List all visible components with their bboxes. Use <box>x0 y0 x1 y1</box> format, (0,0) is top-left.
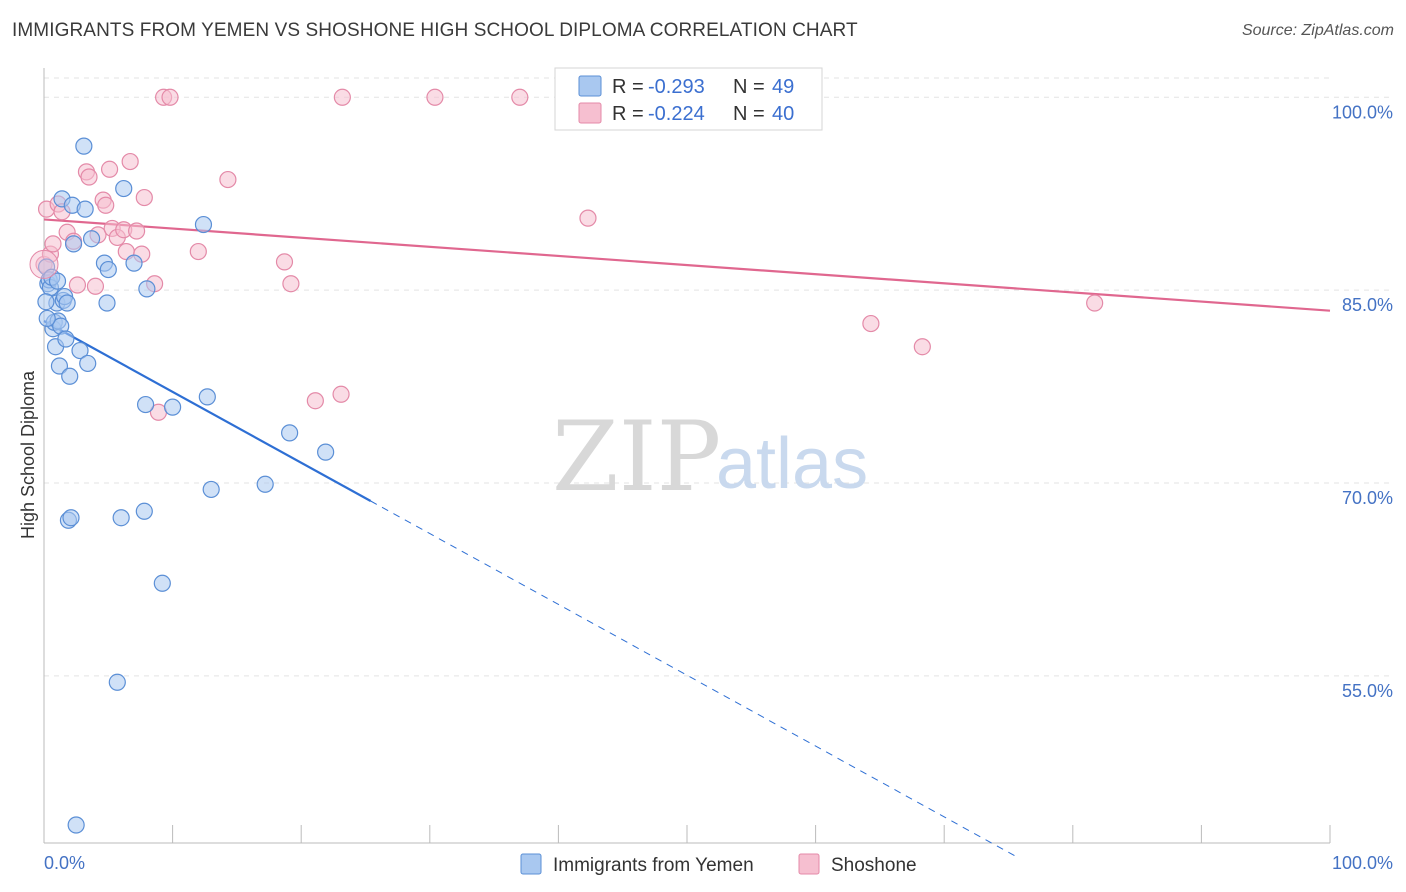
x-tick-labels: 0.0% 100.0% <box>44 853 1393 873</box>
legend-n-value-yemen: 49 <box>772 76 794 98</box>
bottom-legend-label-yemen: Immigrants from Yemen <box>553 855 754 876</box>
point-yemen-30 <box>99 260 117 279</box>
point-shoshone-40 <box>1086 294 1104 312</box>
point-shoshone-35 <box>426 88 444 106</box>
point-shoshone-30 <box>275 253 294 271</box>
y-tick-label-2: 85.0% <box>1342 295 1393 315</box>
point-yemen-16 <box>58 294 76 312</box>
trend-line-shoshone <box>43 218 1331 312</box>
point-yemen-32 <box>112 509 130 527</box>
point-yemen-15 <box>57 330 75 348</box>
point-yemen-19 <box>62 509 80 527</box>
point-yemen-37 <box>138 280 156 298</box>
point-shoshone-34 <box>333 88 351 106</box>
trend-line-yemen <box>43 320 372 502</box>
x-tick-label-0: 0.0% <box>44 853 85 873</box>
x-tick-label-1: 100.0% <box>1332 853 1393 873</box>
point-yemen-18 <box>61 367 79 385</box>
point-yemen-47 <box>38 309 56 328</box>
point-yemen-40 <box>194 215 213 234</box>
point-shoshone-27 <box>161 88 179 106</box>
point-yemen-29 <box>98 294 116 312</box>
legend-r-label-shoshone: R = <box>612 103 644 125</box>
point-yemen-38 <box>153 574 171 592</box>
y-tick-labels: 55.0% 70.0% 85.0% 100.0% <box>1332 102 1393 701</box>
bottom-legend-swatch-yemen <box>520 853 542 875</box>
point-yemen-34 <box>125 254 143 272</box>
point-shoshone-33 <box>332 385 350 403</box>
point-yemen-24 <box>75 137 93 155</box>
legend-r-label-yemen: R = <box>612 76 644 98</box>
point-yemen-10 <box>50 357 69 375</box>
point-shoshone-14 <box>97 196 115 214</box>
point-yemen-46 <box>37 293 55 311</box>
chart-title: IMMIGRANTS FROM YEMEN VS SHOSHONE HIGH S… <box>12 20 858 41</box>
point-shoshone-10 <box>80 168 98 186</box>
point-shoshone-28 <box>189 242 207 261</box>
series-legend: Immigrants from Yemen Shoshone <box>520 853 917 876</box>
bottom-legend-swatch-shoshone <box>798 853 820 875</box>
point-yemen-21 <box>64 235 83 253</box>
point-yemen-41 <box>198 388 216 406</box>
point-yemen-33 <box>115 179 133 198</box>
point-yemen-42 <box>202 480 220 499</box>
point-shoshone-36 <box>511 88 529 106</box>
point-shoshone-3 <box>44 235 62 253</box>
point-yemen-36 <box>136 395 155 414</box>
source-label: Source: ZipAtlas.com <box>1241 22 1394 39</box>
point-yemen-27 <box>82 230 101 248</box>
point-yemen-23 <box>71 341 89 360</box>
watermark-atlas: atlas <box>716 424 868 504</box>
axes <box>43 68 1331 844</box>
point-shoshone-39 <box>913 338 931 356</box>
point-yemen-45 <box>317 443 335 461</box>
point-shoshone-20 <box>121 152 139 171</box>
point-yemen-44 <box>281 424 299 442</box>
y-tick-label-0: 55.0% <box>1342 681 1393 701</box>
watermark: ZIP atlas <box>552 401 868 513</box>
point-yemen-43 <box>256 475 274 493</box>
bottom-legend-label-shoshone: Shoshone <box>831 855 917 876</box>
legend-r-value-shoshone: -0.224 <box>648 103 705 125</box>
legend-swatch-shoshone <box>578 102 602 124</box>
point-shoshone-cluster <box>29 249 59 279</box>
legend-n-value-shoshone: 40 <box>772 103 794 125</box>
point-yemen-35 <box>135 502 153 520</box>
point-shoshone-11 <box>86 277 105 295</box>
point-shoshone-38 <box>862 314 880 333</box>
legend-swatch-yemen <box>578 75 602 97</box>
y-tick-label-3: 100.0% <box>1332 102 1393 122</box>
y-tick-label-1: 70.0% <box>1342 488 1393 508</box>
point-shoshone-32 <box>306 392 324 410</box>
legend-n-label-yemen: N = <box>733 76 765 98</box>
point-yemen-25 <box>76 200 94 218</box>
point-yemen-22 <box>67 816 85 834</box>
data-points <box>29 88 1104 834</box>
point-yemen-39 <box>164 398 182 416</box>
point-shoshone-8 <box>68 276 87 294</box>
watermark-zip: ZIP <box>552 401 721 513</box>
trend-line-yemen-extension <box>370 500 1016 857</box>
point-yemen-31 <box>108 673 126 691</box>
point-shoshone-21 <box>127 222 146 240</box>
point-shoshone-15 <box>100 160 119 178</box>
stats-legend: R = -0.293 N = 49 R = -0.224 N = 40 <box>554 67 823 131</box>
trend-lines <box>43 218 1331 857</box>
y-axis-title: High School Diploma <box>18 370 38 539</box>
point-yemen-48 <box>48 272 67 290</box>
legend-n-label-shoshone: N = <box>733 103 765 125</box>
grid-lines <box>44 77 1392 677</box>
point-yemen-26 <box>79 354 97 373</box>
point-shoshone-29 <box>219 170 237 189</box>
point-shoshone-31 <box>282 275 300 293</box>
point-shoshone-23 <box>135 188 153 207</box>
legend-r-value-yemen: -0.293 <box>648 76 705 98</box>
point-shoshone-37 <box>579 209 597 227</box>
